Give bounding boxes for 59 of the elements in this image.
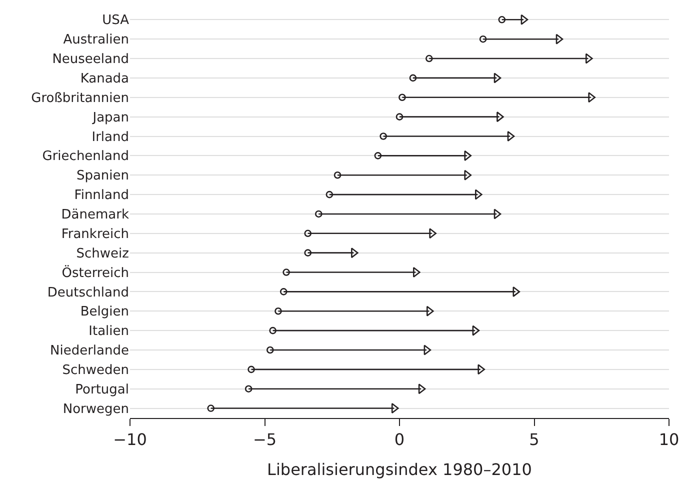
y-tick-label: USA [102, 13, 130, 28]
point [472, 325, 480, 336]
point [418, 384, 426, 394]
y-tick-label: Schweiz [76, 246, 130, 262]
point [315, 210, 322, 218]
point [426, 54, 433, 62]
y-tick-label: Frankreich [61, 226, 129, 242]
point [207, 404, 214, 412]
y-tick-label: Neuseeland [52, 52, 129, 68]
point [494, 208, 502, 220]
point [248, 366, 255, 374]
y-tick-label: Kanada [80, 72, 129, 86]
point [520, 14, 528, 25]
y-tick-label: Portugal [75, 382, 129, 398]
point [479, 35, 487, 43]
point [374, 152, 382, 160]
y-tick-label: Australien [63, 32, 129, 48]
point [556, 34, 564, 44]
y-tick-label: Österreich [62, 264, 129, 281]
x-tick-label: 5 [529, 430, 540, 450]
point [398, 94, 406, 102]
x-tick-label: 10 [658, 430, 680, 450]
y-tick-label: Norwegen [62, 402, 129, 417]
point [266, 346, 274, 354]
point [380, 132, 387, 140]
y-tick-label: Dänemark [61, 208, 130, 223]
point [464, 170, 472, 180]
y-tick-label: Italien [88, 324, 129, 340]
point [396, 113, 404, 120]
point [326, 190, 334, 198]
x-tick-label: −10 [113, 430, 147, 450]
y-tick-label: Finnland [74, 188, 129, 204]
x-axis-title: Liberalisierungsindex 1980–2010 [267, 460, 532, 479]
point [498, 16, 506, 24]
point [464, 150, 472, 161]
y-tick-label: Spanien [76, 168, 129, 184]
point [409, 74, 417, 82]
point [334, 171, 342, 179]
point [269, 326, 276, 334]
y-tick-label: Belgien [80, 304, 129, 320]
x-tick-label: −5 [252, 430, 277, 450]
point [494, 72, 502, 84]
y-tick-label: Niederlande [50, 344, 129, 359]
point [512, 286, 520, 297]
y-tick-label: Griechenland [42, 149, 129, 164]
point [274, 307, 282, 315]
y-tick-label: Japan [92, 110, 129, 126]
point [280, 288, 288, 296]
point [282, 268, 290, 276]
y-tick-label: Irland [92, 130, 129, 145]
point [391, 403, 399, 414]
point [304, 230, 312, 238]
point [424, 344, 432, 356]
x-tick-label: 0 [394, 430, 405, 450]
y-tick-label: Schweden [62, 362, 129, 378]
point [304, 249, 312, 256]
point [244, 385, 252, 392]
y-tick-label: Großbritannien [31, 90, 129, 106]
y-tick-label: Deutschland [47, 285, 129, 300]
